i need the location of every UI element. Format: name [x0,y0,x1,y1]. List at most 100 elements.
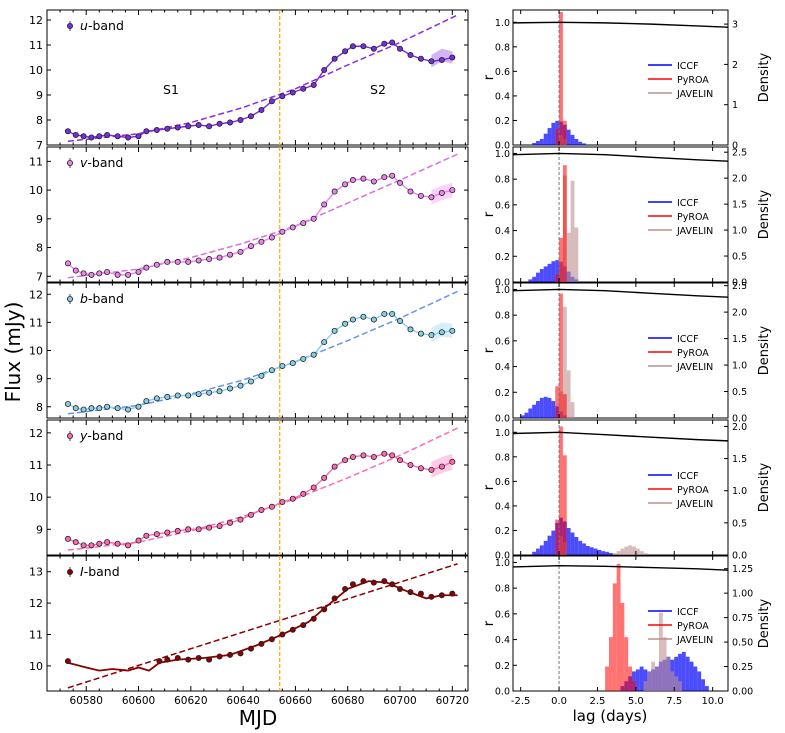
r-tick-label: 0.8 [495,175,510,186]
lag-I-panel: 0.0 0.2 0.4 0.6 0.8 1.0 0.00 0.25 0.50 0.75 1.00 1.… [482,555,772,707]
data-point [331,188,338,195]
data-point [268,367,275,374]
r-tick-label: 0.6 [495,200,510,211]
r-tick-label: 0.2 [495,252,510,263]
iccf-bar [578,540,583,555]
iccf-bar [597,549,602,555]
pyroa-bar [605,666,609,691]
band-label: v-band [80,155,123,170]
data-point [279,228,286,235]
pyroa-bar [616,563,621,691]
r-tick-label: 1.0 [495,18,510,29]
data-point [289,626,296,633]
data-point [449,327,456,334]
r-tick-label: 0.0 [495,278,510,289]
lc-panel-I: 10 11 12 13 60580 60600 60620 60640 60660 60680 60… [29,555,469,707]
data-point [72,267,79,274]
r-tick-label: 1.0 [495,558,510,569]
data-point [72,131,79,138]
data-point [279,498,286,505]
legend-javelin-label: JAVELIN [676,226,713,237]
band-label: u-band [80,18,124,33]
iccf-bar [693,666,698,691]
axes-frame [512,282,729,419]
iccf-bar [539,269,544,282]
r-axis-label: r [482,620,497,626]
pyroa-bar [620,602,625,691]
data-point [135,403,142,410]
data-point [428,593,435,600]
data-point [247,511,254,518]
axes-frame [512,146,729,283]
data-point [135,537,142,544]
density-tick-label: 2.0 [732,422,747,433]
lc-panel-v: 7 8 9 10 11 v-band [29,146,469,283]
data-point [389,39,396,46]
data-point [195,655,202,662]
y-tick-label: 9 [36,213,43,226]
model-line [67,580,458,672]
data-point [370,453,377,460]
data-point [300,355,307,362]
pyroa-bar [559,426,563,555]
data-point [174,392,181,399]
iccf-bar [589,547,594,555]
data-point [417,55,424,62]
data-point [389,172,396,179]
iccf-bar [532,276,537,282]
iccf-bar [524,412,529,418]
iccf-bar [539,138,544,145]
data-point [143,398,150,405]
iccf-bar [528,408,533,418]
data-point [195,526,202,533]
data-point [279,631,286,638]
x-tick-label: 60600 [122,695,155,707]
javelin-bar [643,681,648,691]
data-point [237,516,244,523]
data-point [195,391,202,398]
lag-v-panel: 0.0 0.2 0.4 0.6 0.8 1.0 0.0 0.5 1.0 1.5 2.0 2.5 r Den… [482,146,772,289]
data-point [216,254,223,261]
data-point [300,220,307,227]
r-tick-label: 0.8 [495,42,510,53]
iccf-bar [643,669,648,691]
data-point [438,463,445,470]
data-point [80,133,87,140]
r-tick-label: 0.4 [495,91,510,102]
javelin-bar [570,402,575,418]
legend-iccf-label: ICCF [677,198,699,209]
y-tick-label: 11 [29,459,43,472]
iccf-bar [536,401,540,418]
iccf-bar [551,530,556,555]
data-point [417,330,424,337]
javelin-bar [632,546,636,555]
data-point [300,490,307,497]
data-point [389,452,396,459]
iccf-bar [547,128,552,145]
r-tick-label: 0.4 [495,501,510,512]
data-point [64,400,71,407]
data-point [72,539,79,546]
lc-panel-b: 8 9 10 11 12 b-band [29,282,469,419]
javelin-bar [624,546,629,555]
data-point [88,134,95,141]
data-point [153,261,160,268]
y-tick-label: 12 [29,597,43,610]
lag-x-tick-label: 0.0 [551,696,567,707]
javelin-bar [643,553,648,555]
javelin-bar [651,661,656,691]
iccf-bar [520,415,525,418]
data-point [381,174,388,181]
data-point [349,177,356,184]
data-point [88,405,95,412]
data-point [321,474,328,481]
iccf-bar [528,279,533,282]
data-point [417,465,424,472]
data-point [227,651,234,658]
data-point [428,466,435,473]
x-axis-label-lag: lag (days) [573,707,648,725]
data-point [360,313,367,320]
data-point [135,133,142,140]
data-point [407,461,414,468]
